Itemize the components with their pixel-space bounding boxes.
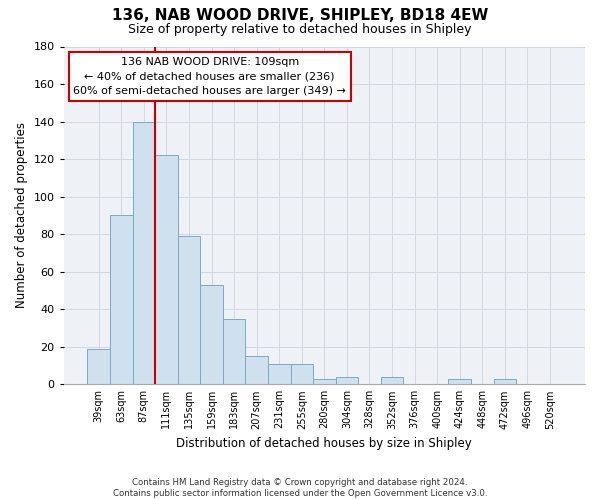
Bar (268, 364, 290, 384)
Bar (494, 378, 516, 384)
Bar (245, 356, 268, 384)
Bar (110, 216, 133, 384)
Text: 136 NAB WOOD DRIVE: 109sqm
← 40% of detached houses are smaller (236)
60% of sem: 136 NAB WOOD DRIVE: 109sqm ← 40% of deta… (73, 56, 346, 96)
Bar (200, 285, 223, 384)
Y-axis label: Number of detached properties: Number of detached properties (15, 122, 28, 308)
Bar (381, 377, 403, 384)
Text: Contains HM Land Registry data © Crown copyright and database right 2024.
Contai: Contains HM Land Registry data © Crown c… (113, 478, 487, 498)
Bar (335, 377, 358, 384)
Bar (290, 364, 313, 384)
Bar (313, 378, 335, 384)
Bar (223, 318, 245, 384)
Bar (88, 348, 110, 384)
X-axis label: Distribution of detached houses by size in Shipley: Distribution of detached houses by size … (176, 437, 472, 450)
Bar (133, 122, 155, 384)
Bar (178, 236, 200, 384)
Text: Size of property relative to detached houses in Shipley: Size of property relative to detached ho… (128, 22, 472, 36)
Text: 136, NAB WOOD DRIVE, SHIPLEY, BD18 4EW: 136, NAB WOOD DRIVE, SHIPLEY, BD18 4EW (112, 8, 488, 22)
Bar (155, 156, 178, 384)
Bar (448, 378, 471, 384)
